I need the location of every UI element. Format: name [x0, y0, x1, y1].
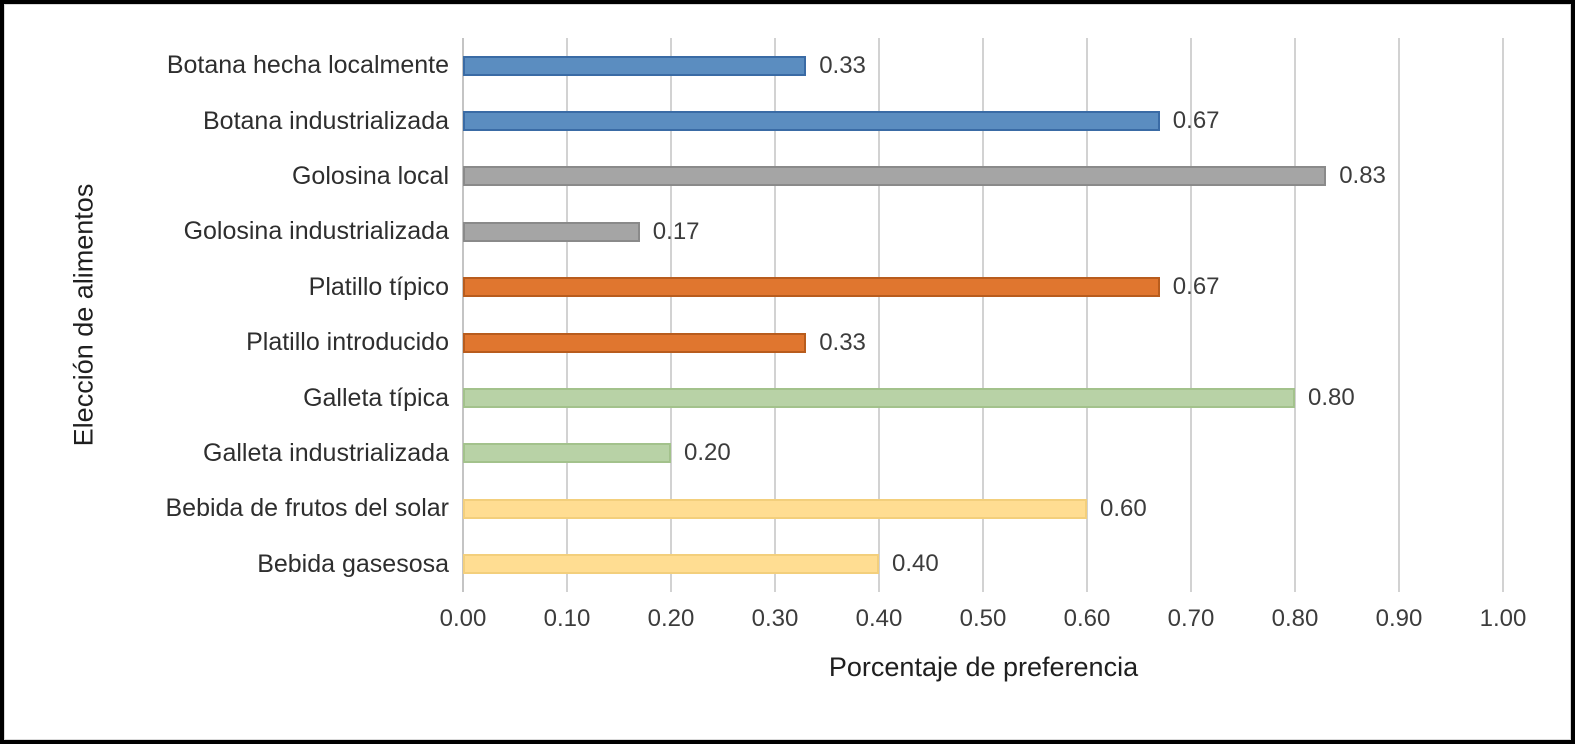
x-tick-label: 0.60 — [1063, 605, 1111, 632]
bar-row: Bebida gasesosa 0.40 — [257, 537, 1504, 592]
category-label: Bebida gasesosa — [257, 549, 449, 578]
bar-row: Galleta industrializada 0.20 — [203, 426, 1504, 481]
category-label: Platillo típico — [308, 272, 449, 301]
bar-row: Platillo introducido 0.33 — [246, 315, 1504, 370]
gridline — [1398, 38, 1400, 592]
bar-row: Galleta típica 0.80 — [303, 370, 1504, 425]
bar — [463, 277, 1160, 298]
value-label: 0.83 — [1339, 162, 1386, 190]
value-label: 0.33 — [819, 328, 866, 356]
value-label: 0.40 — [892, 550, 939, 578]
bar — [463, 166, 1327, 187]
plot-area: Botana hecha localmente 0.33 Botana indust… — [165, 38, 1504, 592]
x-tick-label: 0.10 — [543, 605, 591, 632]
x-tick-label: 1.00 — [1479, 605, 1527, 632]
x-tick-label: 0.80 — [1271, 605, 1319, 632]
x-tick-label: 0.90 — [1375, 605, 1423, 632]
bar — [463, 443, 671, 464]
gridline — [982, 38, 984, 592]
value-label: 0.17 — [652, 217, 700, 245]
bar-row: Bebida de frutos del solar 0.60 — [165, 481, 1504, 536]
gridline — [1086, 38, 1088, 592]
category-label: Galleta típica — [303, 383, 449, 412]
gridline — [1190, 38, 1192, 592]
bar-row: Golosina local 0.83 — [292, 149, 1504, 204]
x-tick-label: 0.50 — [959, 605, 1007, 632]
category-label: Golosina local — [291, 161, 449, 190]
x-tick-label: 0.40 — [855, 605, 903, 632]
bar-chart: Elección de alimentos Botana hecha local… — [4, 4, 1571, 740]
category-label: Botana hecha localmente — [166, 51, 449, 80]
category-label: Botana industrializada — [203, 106, 449, 135]
gridline — [670, 38, 672, 592]
x-axis-title: Porcentaje de preferencia — [828, 652, 1139, 682]
bar — [463, 55, 807, 76]
bar-row: Golosina industrializada 0.17 — [184, 204, 1504, 259]
bar-row: Platillo típico 0.67 — [309, 260, 1504, 315]
bar — [463, 498, 1087, 519]
bar-row: Botana industrializada 0.67 — [203, 93, 1504, 148]
y-axis-line — [462, 38, 464, 592]
gridline — [1294, 38, 1296, 592]
value-label: 0.60 — [1100, 494, 1147, 522]
x-axis-tick-labels: 0.00 0.10 0.20 0.30 0.40 0.50 0.60 0.70 0.80 0.90… — [440, 605, 1527, 635]
value-label: 0.67 — [1172, 107, 1220, 135]
bar — [463, 111, 1160, 132]
x-tick-label: 0.00 — [439, 605, 487, 632]
value-label: 0.80 — [1308, 384, 1355, 412]
value-label: 0.67 — [1172, 273, 1220, 301]
bar — [463, 221, 640, 242]
category-label: Bebida de frutos del solar — [165, 494, 449, 523]
category-label: Galleta industrializada — [203, 438, 449, 467]
y-axis-title: Elección de alimentos — [68, 183, 99, 447]
gridline — [774, 38, 776, 592]
bar — [463, 554, 879, 575]
x-tick-label: 0.30 — [751, 605, 799, 632]
bar — [463, 332, 807, 353]
value-label: 0.20 — [684, 439, 731, 467]
x-tick-label: 0.20 — [647, 605, 695, 632]
value-label: 0.33 — [819, 51, 866, 79]
category-label: Golosina industrializada — [183, 217, 449, 246]
gridline — [1502, 38, 1504, 592]
category-label: Platillo introducido — [246, 328, 449, 357]
gridline — [878, 38, 880, 592]
x-tick-label: 0.70 — [1167, 605, 1215, 632]
gridline — [566, 38, 568, 592]
bar-row: Botana hecha localmente 0.33 — [167, 38, 1504, 93]
bar — [463, 388, 1295, 409]
